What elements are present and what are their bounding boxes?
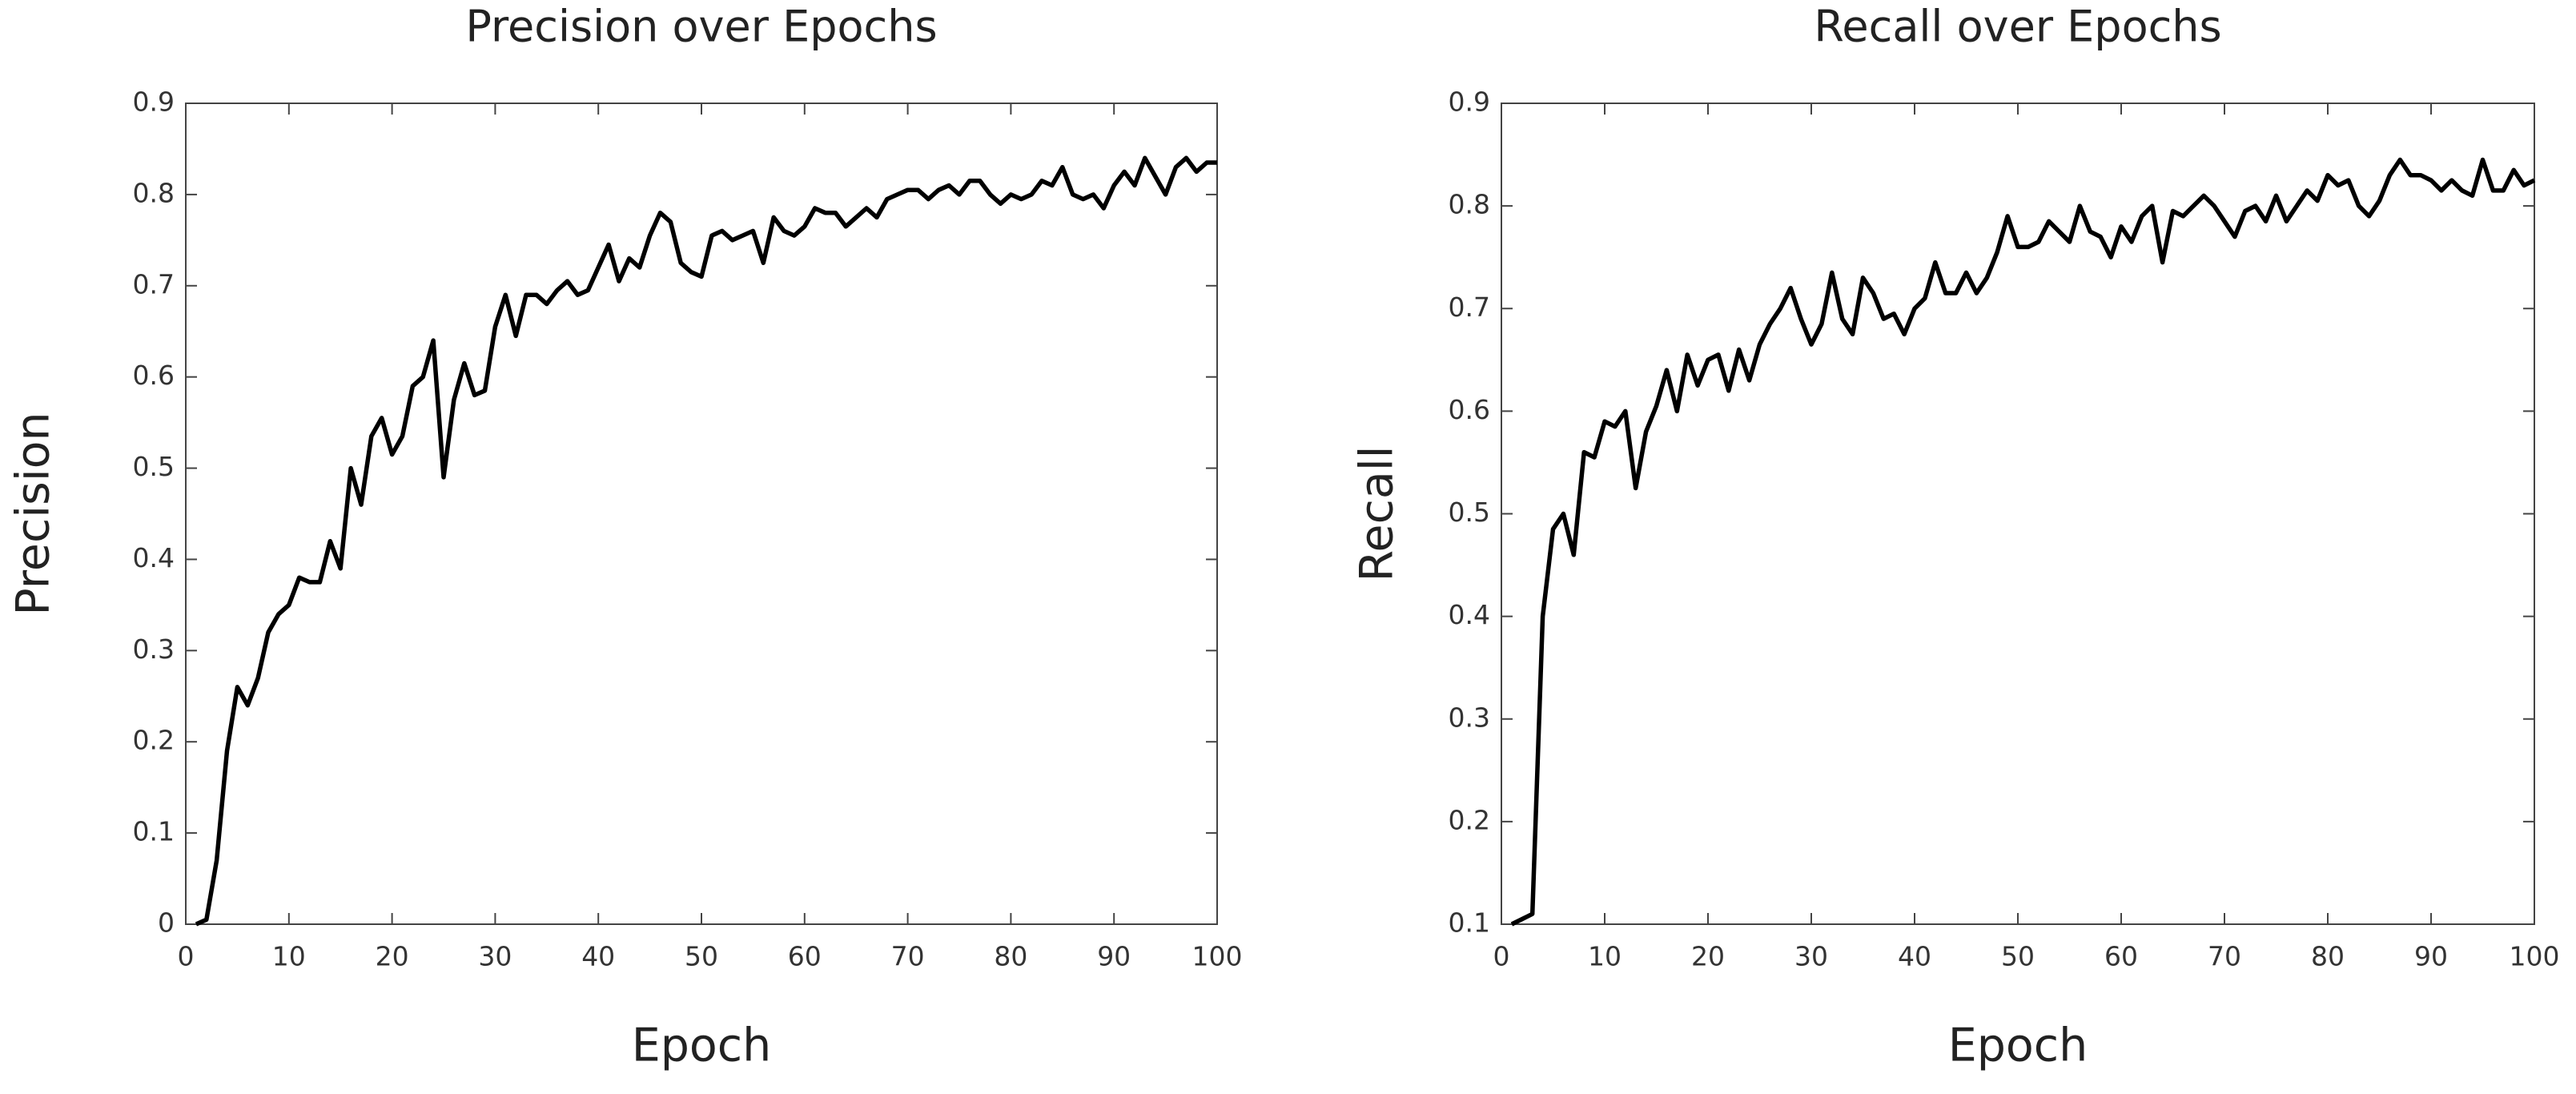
x-tick-label: 20 (1691, 941, 1725, 972)
x-tick-label: 50 (2001, 941, 2035, 972)
y-tick-label: 0.9 (1449, 86, 1490, 118)
y-tick-label: 0.3 (133, 633, 175, 665)
x-tick-label: 80 (994, 941, 1027, 972)
data-line (1510, 157, 2536, 927)
x-tick-label: 80 (2311, 941, 2345, 972)
plot-area (1501, 103, 2535, 925)
y-tick-label: 0.7 (133, 268, 175, 300)
y-tick-label: 0 (158, 907, 175, 939)
x-tick-label: 0 (178, 941, 195, 972)
y-tick-label: 0.8 (1449, 189, 1490, 220)
x-tick-label: 90 (1097, 941, 1131, 972)
data-line (195, 155, 1217, 927)
x-tick-label: 100 (2510, 941, 2560, 972)
y-tick-label: 0.6 (133, 360, 175, 391)
y-tick-label: 0.3 (1449, 702, 1490, 733)
y-tick-label: 0.9 (133, 86, 175, 118)
y-tick-label: 0.8 (133, 177, 175, 208)
x-tick-label: 30 (1794, 941, 1828, 972)
y-tick-label: 0.2 (133, 725, 175, 756)
y-tick-label: 0.4 (1449, 599, 1490, 630)
x-tick-label: 40 (581, 941, 615, 972)
y-tick-label: 0.5 (133, 451, 175, 482)
x-tick-label: 40 (1898, 941, 1931, 972)
y-tick-label: 0.1 (1449, 907, 1490, 939)
x-tick-label: 60 (2104, 941, 2138, 972)
y-tick-label: 0.6 (1449, 394, 1490, 425)
x-tick-label: 60 (788, 941, 822, 972)
x-tick-label: 70 (2208, 941, 2241, 972)
x-tick-label: 20 (376, 941, 409, 972)
plot-area (185, 103, 1218, 925)
x-tick-label: 100 (1192, 941, 1243, 972)
x-tick-label: 10 (272, 941, 306, 972)
y-tick-label: 0.4 (133, 542, 175, 573)
y-tick-label: 0.7 (1449, 292, 1490, 323)
y-tick-label: 0.5 (1449, 497, 1490, 528)
x-tick-label: 50 (685, 941, 718, 972)
x-axis-label: Epoch (1948, 1020, 2088, 1072)
x-tick-label: 70 (891, 941, 925, 972)
y-tick-label: 0.2 (1449, 804, 1490, 835)
x-tick-label: 90 (2414, 941, 2448, 972)
x-axis-label: Epoch (632, 1020, 772, 1072)
y-axis-label: Precision (7, 412, 60, 615)
y-axis-label: Recall (1351, 445, 1404, 581)
x-tick-label: 10 (1588, 941, 1622, 972)
x-tick-label: 30 (478, 941, 512, 972)
x-tick-label: 0 (1493, 941, 1510, 972)
chart-title: Recall over Epochs (1814, 2, 2221, 52)
chart-title: Precision over Epochs (465, 2, 937, 52)
y-tick-label: 0.1 (133, 816, 175, 847)
